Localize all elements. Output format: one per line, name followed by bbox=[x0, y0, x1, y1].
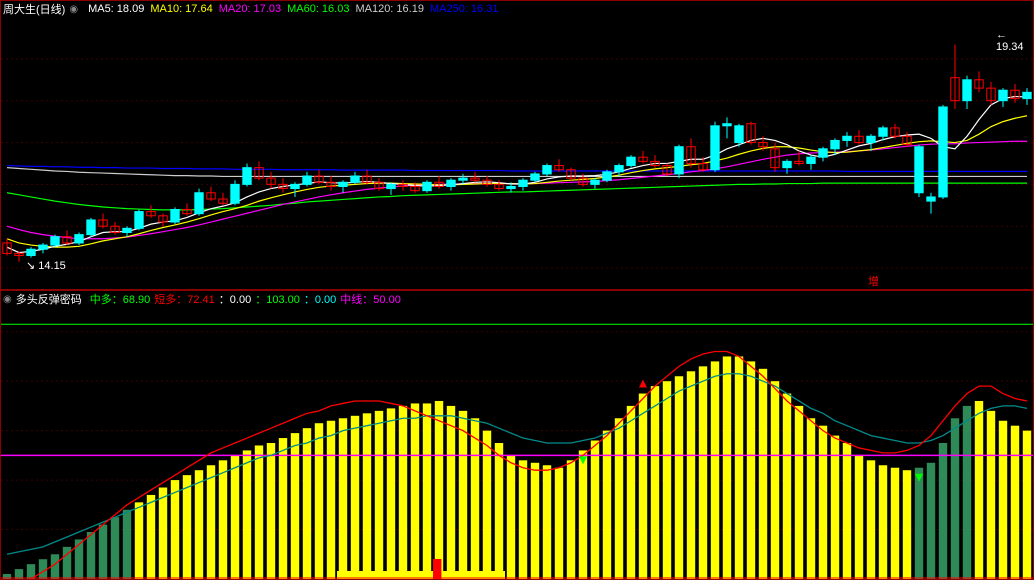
high-annotation: ← 19.34 bbox=[996, 29, 1033, 53]
indicator-label: 中多：68.90 bbox=[90, 294, 151, 306]
indicator-label: ：0.00 bbox=[304, 294, 336, 306]
candlestick-panel: 周大生(日线) ◉ MA5: 18.09 MA10: 17.64 MA20: 17.… bbox=[0, 0, 1034, 290]
ma-label: MA250: 16.31 bbox=[430, 3, 499, 15]
indicator-label: 短多：72.41 bbox=[154, 294, 215, 306]
indicator-label: ：103.00 bbox=[255, 294, 300, 306]
indicator-label: ：0.00 bbox=[219, 294, 251, 306]
candlestick-chart[interactable] bbox=[1, 17, 1033, 289]
indicator-label: 中线：50.00 bbox=[340, 294, 401, 306]
settings-icon[interactable]: ◉ bbox=[69, 4, 78, 15]
stock-title: 周大生(日线) bbox=[3, 1, 65, 17]
ma-label: MA5: 18.09 bbox=[88, 3, 144, 15]
ma-label: MA20: 17.03 bbox=[219, 3, 281, 15]
ma-label: MA120: 16.19 bbox=[355, 3, 424, 15]
indicator-title: 多头反弹密码 bbox=[16, 291, 82, 307]
bottom-header: ◉ 多头反弹密码 中多：68.90短多：72.41 ：0.00 ：103.00 ：0.… bbox=[1, 291, 1033, 307]
zeng-label: 增 bbox=[868, 273, 879, 289]
settings-icon[interactable]: ◉ bbox=[3, 294, 12, 305]
low-annotation: ↘ 14.15 bbox=[26, 259, 66, 272]
ma-label: MA10: 17.64 bbox=[150, 3, 212, 15]
indicator-panel: ◉ 多头反弹密码 中多：68.90短多：72.41 ：0.00 ：103.00 ：0.… bbox=[0, 290, 1034, 580]
ma-label: MA60: 16.03 bbox=[287, 3, 349, 15]
top-header: 周大生(日线) ◉ MA5: 18.09 MA10: 17.64 MA20: 17.… bbox=[1, 1, 1033, 17]
indicator-chart[interactable] bbox=[1, 307, 1033, 579]
